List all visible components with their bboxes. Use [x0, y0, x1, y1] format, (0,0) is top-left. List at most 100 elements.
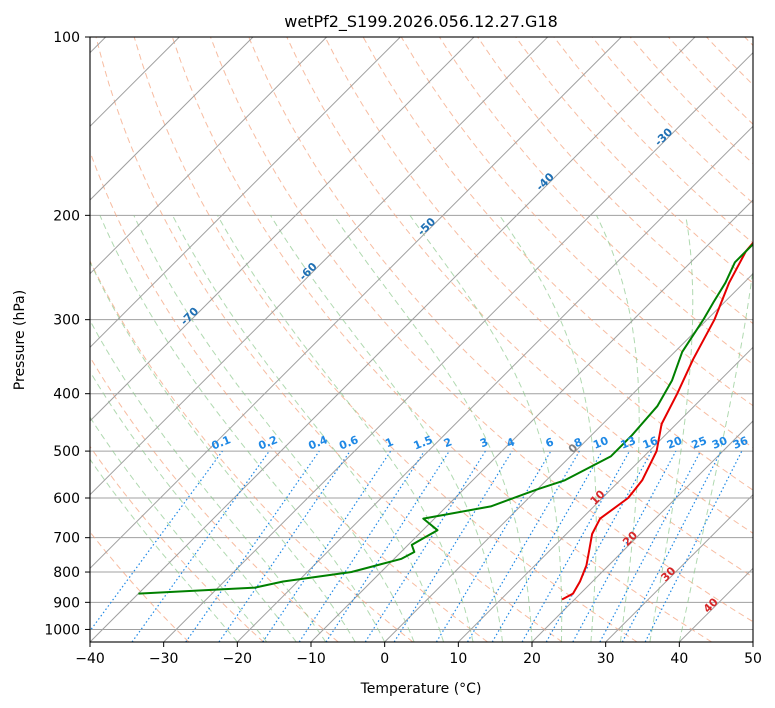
moist-adiabat — [333, 215, 533, 642]
isotherm-50 — [752, 641, 753, 642]
isotherm-40 — [678, 567, 753, 642]
mixing-ratio-line — [298, 450, 425, 642]
moist-adiabat — [596, 215, 640, 642]
mixing-ratio-label: 16 — [641, 434, 660, 452]
mixing-ratio-label: 13 — [619, 434, 638, 452]
y-tick-label: 100 — [53, 30, 80, 46]
x-tick-label: 20 — [523, 651, 541, 667]
x-tick-label: −20 — [223, 651, 253, 667]
isotherm--100 — [90, 37, 254, 201]
moist-adiabat — [90, 458, 238, 642]
isotherm-label: -50 — [415, 215, 438, 238]
isotherm--40 — [90, 37, 696, 642]
y-tick-label: 400 — [53, 387, 80, 403]
moist-adiabat — [90, 260, 356, 642]
mixing-ratio-line — [364, 450, 486, 642]
mixing-ratio-label: 0.2 — [257, 433, 280, 452]
isotherm-label: -30 — [652, 125, 675, 148]
mixing-ratio-line — [466, 450, 580, 642]
dry-adiabat — [171, 37, 712, 642]
mixing-ratio-line — [521, 450, 631, 642]
isotherm--90 — [90, 37, 328, 275]
isotherm-label: -70 — [178, 305, 201, 328]
isotherm--70 — [90, 37, 475, 422]
dry-adiabat — [668, 37, 753, 125]
moist-adiabat — [133, 215, 415, 642]
moist-adiabat — [172, 215, 445, 642]
y-tick-label: 1000 — [44, 622, 80, 638]
isotherm--10 — [310, 199, 753, 642]
isobar-lines — [90, 37, 753, 630]
dewpoint-line — [138, 242, 753, 595]
dry-adiabat — [706, 37, 753, 86]
x-tick-label: −10 — [296, 651, 326, 667]
mixing-ratio-line — [393, 450, 513, 642]
mixing-ratio-label: 20 — [665, 434, 684, 452]
x-tick-label: 40 — [670, 651, 688, 667]
sounding-series — [138, 241, 753, 601]
dry-adiabat — [90, 150, 488, 642]
moist-adiabat — [409, 215, 563, 642]
plot-frame — [89, 36, 754, 643]
plot-area: -100-90-80-70-60-50-40-30-20-10010203040… — [60, 37, 753, 642]
isotherm-20 — [531, 420, 753, 642]
y-axis-title: Pressure (hPa) — [12, 290, 28, 390]
dry-adiabat — [324, 37, 753, 491]
isotherm--20 — [236, 125, 753, 642]
x-axis: −40 −30 −20 −10 0 10 20 30 40 50 — [75, 642, 762, 667]
moist-adiabat — [649, 215, 694, 642]
isotherm--80 — [90, 37, 401, 349]
y-tick-label: 600 — [53, 491, 80, 507]
mixing-ratio-label: 8 — [572, 435, 584, 450]
isotherm-label: 20 — [620, 529, 640, 549]
moist-adiabats — [90, 215, 753, 642]
x-tick-label: 30 — [597, 651, 615, 667]
moist-adiabat — [678, 265, 753, 642]
dry-adiabat — [438, 37, 753, 366]
x-tick-label: −40 — [75, 651, 105, 667]
y-tick-label: 800 — [53, 565, 80, 581]
x-tick-label: 50 — [744, 651, 762, 667]
mixing-ratio-label: 10 — [591, 434, 610, 452]
chart-title: wetPf2_S199.2026.056.12.27.G18 — [284, 12, 558, 32]
isotherm-label: -80 — [60, 349, 83, 372]
mixing-ratio-label: 30 — [710, 434, 729, 452]
x-tick-label: −30 — [149, 651, 179, 667]
mixing-ratio-line — [644, 450, 743, 642]
mixing-ratio-line — [325, 450, 450, 642]
mixing-ratio-line — [599, 450, 702, 642]
mixing-ratio-label: 3 — [478, 435, 490, 450]
mixing-ratio-label: 2 — [442, 435, 454, 450]
moist-adiabat — [90, 416, 268, 642]
mixing-ratio-label: 6 — [544, 435, 556, 450]
mixing-ratio-line — [218, 450, 351, 642]
mixing-ratio-line — [572, 450, 677, 642]
mixing-ratio-line — [185, 450, 320, 642]
y-tick-label: 300 — [53, 313, 80, 329]
temperature-line — [561, 241, 753, 601]
mixing-ratio-line — [435, 450, 552, 642]
isotherm-lines — [90, 37, 753, 642]
y-tick-label: 900 — [53, 595, 80, 611]
dry-adiabats — [90, 37, 753, 642]
dry-adiabat — [286, 37, 753, 534]
dry-adiabat — [90, 356, 339, 642]
isotherm--50 — [90, 37, 622, 570]
mixing-ratio-label: 1.5 — [412, 433, 435, 452]
mixing-ratio-label: 36 — [731, 434, 750, 452]
dry-adiabat — [95, 37, 563, 642]
isotherm-label: -40 — [534, 170, 557, 193]
mixing-ratio-label: 0.4 — [307, 433, 330, 452]
mixing-ratio-label: 0.1 — [210, 433, 233, 452]
moist-adiabat — [99, 215, 386, 642]
x-tick-label: 0 — [380, 651, 389, 667]
dry-adiabat — [90, 445, 264, 642]
isotherm-30 — [605, 493, 753, 642]
y-tick-label: 200 — [53, 208, 80, 224]
isotherm-label: 40 — [701, 595, 721, 615]
y-tick-label: 500 — [53, 444, 80, 460]
y-tick-label: 700 — [53, 531, 80, 547]
x-tick-label: 10 — [449, 651, 467, 667]
mixing-ratio-lines — [90, 450, 743, 642]
dry-adiabat — [90, 531, 190, 642]
